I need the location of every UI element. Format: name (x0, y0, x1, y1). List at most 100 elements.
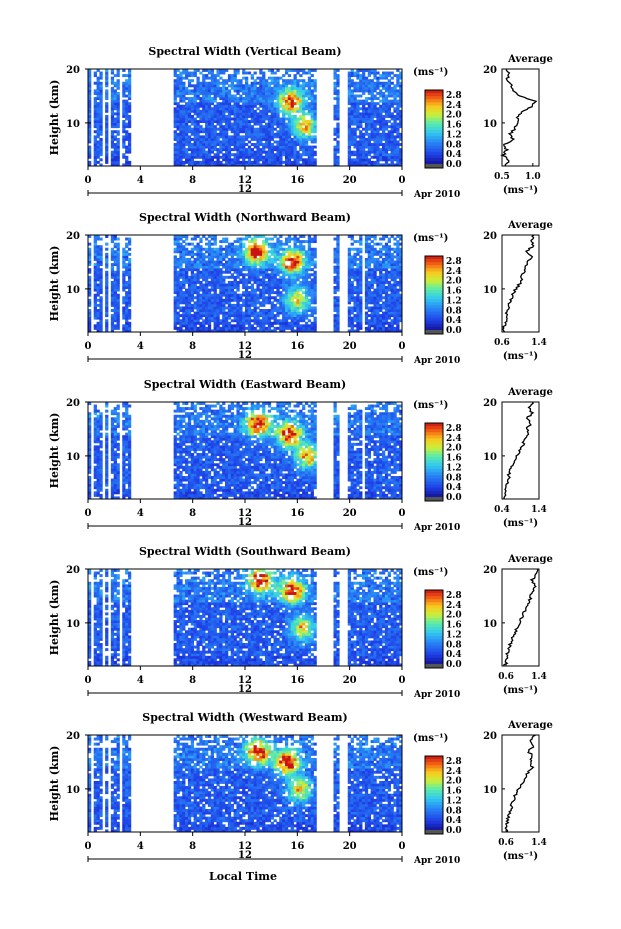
panel-1: Spectral Width (Vertical Beam) 20 10 Height… (48, 45, 553, 200)
colorbar-segment (425, 660, 443, 665)
average-x-tick-label: 0.6 (498, 672, 514, 682)
colorbar-segment (425, 157, 443, 162)
colorbar-segment (425, 630, 443, 634)
colorbar-segment (425, 280, 443, 285)
y-tick-label: 20 (66, 65, 80, 76)
colorbar-segment (425, 317, 443, 322)
colorbar: 2.82.42.01.61.20.80.40.0 (424, 755, 462, 836)
average-x-tick-label: 0.6 (494, 338, 510, 348)
x-tick-label: 0 (399, 841, 406, 852)
colorbar-segment (425, 633, 443, 637)
average-x-label: (ms⁻¹) (503, 185, 538, 196)
day-label: 12 (238, 517, 252, 528)
y-tick-label: 10 (66, 619, 80, 630)
colorbar-segment (425, 293, 443, 297)
colorbar-tick-label: 2.4 (446, 101, 462, 111)
colorbar-segment (425, 289, 443, 294)
average-y-tick-label: 10 (483, 285, 497, 296)
panel-5: Spectral Width (Westward Beam) 20 10 Height… (48, 711, 553, 866)
colorbar-tick-label: 1.6 (446, 287, 462, 297)
heatmap-image (88, 569, 403, 667)
colorbar-segment (425, 493, 443, 498)
colorbar-tick-label: 0.8 (446, 140, 462, 150)
colorbar-tick-label: 1.2 (446, 630, 462, 640)
x-tick-label: 12 (238, 508, 252, 519)
colorbar-segment (425, 435, 443, 439)
colorbar-segment (425, 648, 443, 653)
colorbar-segment (425, 154, 443, 159)
y-tick-label: 20 (66, 398, 80, 409)
colorbar-segment (425, 296, 443, 300)
colorbar-segment (425, 438, 443, 442)
colorbar-segment (425, 762, 443, 766)
colorbar-frame (424, 755, 444, 835)
colorbar-tick-label: 2.8 (446, 757, 462, 767)
colorbar-segment (425, 484, 443, 489)
average-title: Average (507, 54, 553, 65)
colorbar-segment (425, 811, 443, 815)
average-x-label: (ms⁻¹) (503, 851, 538, 862)
colorbar-tick-label: 1.6 (446, 121, 462, 131)
colorbar-segment (425, 639, 443, 643)
colorbar-tick-label: 0.8 (446, 473, 462, 483)
colorbar-tick-label: 1.2 (446, 463, 462, 473)
colorbar-segment (425, 145, 443, 149)
colorbar-tick-label: 2.0 (446, 111, 462, 121)
colorbar-frame (424, 589, 444, 669)
colorbar-segment (425, 814, 443, 819)
colorbar-tick-label: 0.0 (446, 826, 462, 836)
y-tick-label: 20 (66, 231, 80, 242)
colorbar-segment (425, 453, 443, 458)
average-y-tick-label: 10 (483, 785, 497, 796)
colorbar-segment (425, 259, 443, 263)
x-axis-label: Local Time (209, 870, 277, 883)
x-tick-label: 12 (238, 841, 252, 852)
colorbar-segment (425, 793, 443, 797)
colorbar-tick-label: 0.4 (446, 650, 462, 660)
colorbar-segment (425, 429, 443, 433)
colorbar-segment (425, 780, 443, 785)
colorbar-tick-label: 1.2 (446, 796, 462, 806)
colorbar-segment (425, 602, 443, 606)
colorbar-segment (425, 314, 443, 319)
colorbar-segment (425, 466, 443, 470)
colorbar-segment (425, 265, 443, 269)
colorbar-tick-label: 2.4 (446, 601, 462, 611)
colorbar-tick-label: 0.4 (446, 483, 462, 493)
colorbar-segment (425, 771, 443, 775)
colorbar-segment (425, 783, 443, 788)
colorbar-segment (425, 472, 443, 476)
x-tick-label: 0 (399, 508, 406, 519)
x-tick-label: 0 (399, 341, 406, 352)
colorbar: 2.82.42.01.61.20.80.40.0 (424, 422, 462, 503)
colorbar-floor (425, 164, 443, 168)
colorbar-segment (425, 123, 443, 128)
y-axis-label: Height (km) (48, 246, 61, 322)
x-tick-label: 20 (343, 341, 357, 352)
date-label: Apr 2010 (413, 690, 460, 700)
colorbar-tick-label: 2.0 (446, 777, 462, 787)
colorbar-segment (425, 426, 443, 430)
colorbar-tick-label: 2.4 (446, 434, 462, 444)
y-tick-label: 20 (66, 731, 80, 742)
colorbar-segment (425, 611, 443, 616)
colorbar-tick-label: 0.0 (446, 160, 462, 170)
average-x-tick-label: 1.4 (531, 838, 547, 848)
colorbar-segment (425, 487, 443, 492)
x-tick-label: 4 (137, 675, 144, 686)
colorbar-segment (425, 802, 443, 806)
x-tick-label: 0 (85, 341, 92, 352)
colorbar-tick-label: 2.0 (446, 611, 462, 621)
x-tick-label: 20 (343, 841, 357, 852)
colorbar-segment (425, 820, 443, 825)
colorbar-segment (425, 645, 443, 649)
panel-title: Spectral Width (Southward Beam) (139, 545, 351, 558)
colorbar: 2.82.42.01.61.20.80.40.0 (424, 255, 462, 336)
x-tick-label: 16 (290, 675, 304, 686)
day-label: 12 (238, 684, 252, 695)
colorbar-units: (ms⁻¹) (413, 567, 448, 578)
colorbar-frame (424, 89, 444, 169)
colorbar-segment (425, 593, 443, 597)
colorbar-segment (425, 432, 443, 436)
average-profile-line (504, 734, 536, 833)
